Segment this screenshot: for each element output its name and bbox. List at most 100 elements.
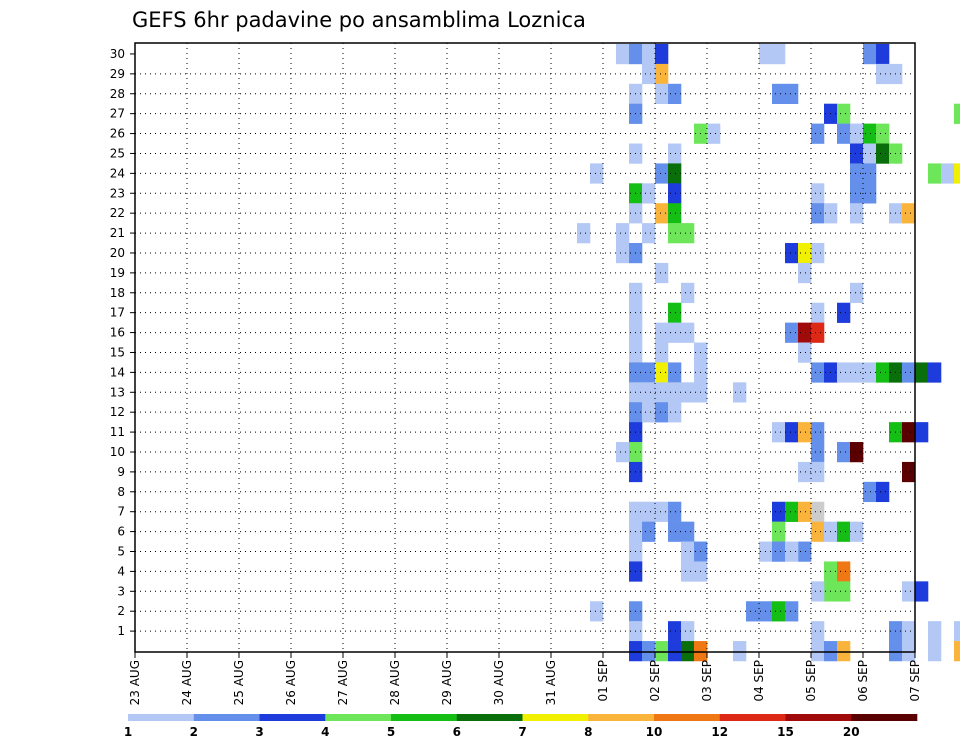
colorbar-swatch <box>325 714 392 721</box>
y-tick-label: 9 <box>117 465 125 479</box>
heatmap-cell <box>655 203 669 224</box>
heatmap-cell <box>785 541 799 562</box>
heatmap-cell <box>811 243 825 264</box>
heatmap-cell <box>811 621 825 642</box>
y-tick-label: 25 <box>110 146 125 160</box>
heatmap-cell <box>811 422 825 443</box>
heatmap-cell <box>772 501 786 522</box>
colorbar-label: 5 <box>387 725 395 739</box>
x-axis: 23 AUG 24 AUG 25 AUG 26 AUG 27 AUG 28 AUG 29 A… <box>128 652 922 705</box>
heatmap-cell <box>850 282 864 304</box>
x-tick-label: 02 SEP <box>648 660 662 702</box>
y-tick-label: 26 <box>110 127 125 141</box>
heatmap-cell <box>681 382 695 403</box>
heatmap-cell <box>798 541 812 562</box>
y-tick-label: 3 <box>117 584 125 598</box>
heatmap-cell <box>616 223 630 244</box>
plot-frame <box>134 42 916 653</box>
colorbar-label: 20 <box>843 725 860 739</box>
heatmap-cell <box>863 183 877 204</box>
colorbar: 1 2 3 4 5 6 7 8 10 12 15 20 <box>124 714 918 739</box>
heatmap-cell <box>642 223 656 244</box>
y-tick-label: 29 <box>110 67 125 81</box>
heatmap-cell <box>668 183 682 204</box>
colorbar-swatch <box>391 714 458 721</box>
x-tick-label: 24 AUG <box>180 660 194 705</box>
colorbar-label: 4 <box>321 725 329 739</box>
heatmap-cell <box>668 83 682 104</box>
heatmap-cell <box>928 641 942 662</box>
heatmap-cell <box>772 83 786 104</box>
colorbar-label: 12 <box>711 725 728 739</box>
y-tick-label: 19 <box>110 266 125 280</box>
colorbar-swatch <box>588 714 655 721</box>
heatmap-cell <box>798 501 812 522</box>
x-tick-label: 07 SEP <box>908 660 922 702</box>
heatmap-cell <box>655 342 669 363</box>
y-tick-label: 10 <box>110 445 125 459</box>
heatmap-cell <box>681 223 695 244</box>
heatmap-cell <box>655 63 669 85</box>
heatmap-cell <box>668 223 682 244</box>
x-tick-label: 30 AUG <box>492 660 506 705</box>
heatmap-cell <box>876 63 890 85</box>
y-tick-label: 4 <box>117 564 125 578</box>
y-tick-label: 23 <box>110 186 125 200</box>
heatmap-cell <box>811 203 825 224</box>
x-tick-label: 25 AUG <box>232 660 246 705</box>
heatmap-cell <box>655 163 669 184</box>
heatmap-cell <box>733 641 747 662</box>
heatmap-cell <box>642 521 656 542</box>
heatmap-cell <box>876 481 890 503</box>
heatmap-cell <box>850 143 864 164</box>
heatmap-cell <box>668 641 682 662</box>
y-tick-label: 18 <box>110 286 125 300</box>
heatmap-cell <box>850 163 864 184</box>
heatmap-cell <box>811 123 825 144</box>
heatmap-cell <box>642 402 656 423</box>
y-tick-label: 27 <box>110 107 125 121</box>
heatmap-cell <box>811 521 825 542</box>
heatmap-cell <box>772 541 786 562</box>
colorbar-label: 3 <box>255 725 263 739</box>
heatmap-cell <box>811 322 825 343</box>
heatmap-cell <box>837 362 851 383</box>
y-tick-label: 13 <box>110 385 125 399</box>
heatmap-cell <box>902 203 916 224</box>
heatmap-cell <box>785 601 799 622</box>
heatmap-cell <box>863 44 877 65</box>
x-tick-label: 29 AUG <box>440 660 454 705</box>
heatmap-cell <box>655 382 669 403</box>
heatmap-cell <box>655 362 669 383</box>
heatmap-cell <box>824 641 838 662</box>
heatmap-cell <box>655 402 669 423</box>
heatmap-cell <box>902 422 916 443</box>
heatmap-cell <box>798 342 812 363</box>
y-tick-label: 30 <box>110 47 125 61</box>
chart-title: GEFS 6hr padavine po ansamblima Loznica <box>132 8 586 32</box>
heatmap-cell <box>954 163 960 184</box>
heatmap-cell <box>642 382 656 403</box>
heatmap-cell <box>798 262 812 284</box>
heatmap-cell <box>876 362 890 383</box>
heatmap-cell <box>681 322 695 343</box>
heatmap-cell <box>850 203 864 224</box>
heatmap-cell <box>655 501 669 522</box>
heatmap-cell <box>928 362 942 383</box>
heatmap-cell <box>681 541 695 562</box>
heatmap-cell <box>681 561 695 582</box>
heatmap-cell <box>798 461 812 483</box>
heatmap-cell <box>850 521 864 542</box>
heatmap-cell <box>811 302 825 323</box>
heatmap-cell <box>668 163 682 184</box>
heatmap-cell <box>902 641 916 662</box>
y-tick-label: 6 <box>117 525 125 539</box>
y-tick-label: 2 <box>117 604 125 618</box>
y-axis: 1234567891011121314151617181920212223242… <box>110 47 135 638</box>
heatmap-cell <box>928 621 942 642</box>
heatmap-cell <box>863 143 877 164</box>
x-tick-label: 31 AUG <box>544 660 558 705</box>
heatmap-cell <box>850 362 864 383</box>
heatmap-cell <box>785 501 799 522</box>
